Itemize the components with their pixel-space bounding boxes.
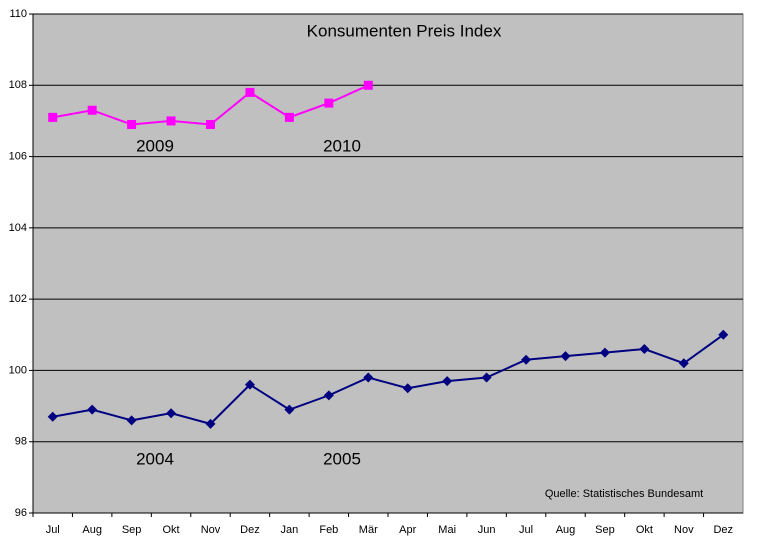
chart-title: Konsumenten Preis Index (307, 21, 502, 40)
y-tick-label: 102 (9, 293, 27, 305)
x-tick-label: Dez (713, 524, 733, 536)
x-tick-label: Dez (240, 524, 260, 536)
x-tick-label: Jul (519, 524, 533, 536)
y-tick-label: 108 (9, 79, 27, 91)
marker (127, 119, 137, 129)
annotation: 2010 (323, 136, 361, 155)
y-tick-label: 110 (9, 8, 27, 20)
x-tick-label: Okt (636, 524, 653, 536)
marker (599, 347, 610, 358)
marker (363, 372, 374, 383)
annotation: Quelle: Statistisches Bundesamt (545, 488, 703, 500)
marker (87, 105, 97, 115)
marker (126, 415, 137, 426)
annotation: 2005 (323, 449, 361, 468)
marker (206, 119, 215, 129)
marker (284, 112, 294, 122)
y-tick-label: 98 (15, 436, 27, 448)
y-tick-label: 96 (15, 507, 27, 519)
x-tick-label: Sep (595, 524, 615, 536)
y-tick-label: 100 (9, 364, 27, 376)
marker (284, 404, 295, 415)
x-tick-label: Mär (359, 524, 378, 536)
plot-area (32, 13, 744, 514)
marker (639, 344, 650, 355)
marker (47, 411, 58, 422)
x-tick-label: Feb (319, 524, 338, 536)
marker (442, 376, 453, 387)
y-tick-label: 104 (9, 222, 27, 234)
marker (244, 379, 255, 390)
x-tick-label: Mai (438, 524, 456, 536)
marker (166, 408, 177, 419)
marker (481, 372, 492, 383)
marker (560, 351, 571, 362)
x-tick-label: Aug (556, 524, 576, 536)
x-tick-label: Nov (674, 524, 694, 536)
x-tick-label: Jan (281, 524, 299, 536)
marker (205, 418, 216, 429)
marker (718, 329, 729, 340)
x-tick-label: Jul (46, 524, 60, 536)
series-line (52, 333, 724, 426)
marker (521, 354, 532, 365)
annotation: 2009 (136, 136, 174, 155)
marker (678, 358, 689, 369)
x-tick-label: Okt (162, 524, 179, 536)
marker (402, 383, 413, 394)
marker (245, 87, 255, 97)
marker (48, 112, 58, 122)
x-tick-label: Aug (82, 524, 102, 536)
marker (363, 80, 373, 90)
x-tick-label: Nov (201, 524, 221, 536)
y-tick-label: 106 (9, 150, 27, 162)
marker (87, 404, 98, 415)
x-tick-label: Jun (478, 524, 496, 536)
x-tick-label: Sep (122, 524, 142, 536)
annotation: 2004 (136, 449, 174, 468)
marker (166, 116, 176, 126)
marker (324, 98, 334, 108)
x-tick-label: Apr (399, 524, 416, 536)
marker (323, 390, 334, 401)
